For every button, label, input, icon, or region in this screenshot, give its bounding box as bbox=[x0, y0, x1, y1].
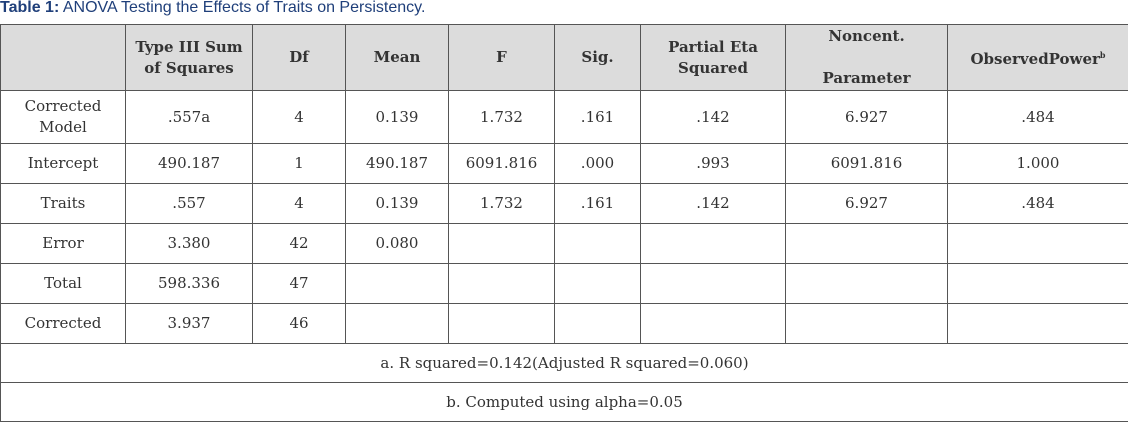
cell-f: 6091.816 bbox=[449, 144, 555, 184]
cell-source: Corrected Model bbox=[1, 91, 126, 144]
cell-source: Error bbox=[1, 224, 126, 264]
cell-observed-power: .484 bbox=[948, 184, 1128, 224]
table-caption: Table 1: ANOVA Testing the Effects of Tr… bbox=[0, 0, 425, 19]
cell-mean: 490.187 bbox=[346, 144, 449, 184]
cell-mean bbox=[346, 304, 449, 344]
cell-sum-of-squares: 598.336 bbox=[126, 264, 253, 304]
cell-sig: .161 bbox=[555, 184, 641, 224]
cell-noncent-parameter bbox=[786, 264, 948, 304]
cell-sig bbox=[555, 304, 641, 344]
cell-observed-power bbox=[948, 224, 1128, 264]
cell-df: 4 bbox=[253, 184, 346, 224]
cell-df: 1 bbox=[253, 144, 346, 184]
cell-df: 46 bbox=[253, 304, 346, 344]
cell-sum-of-squares: 3.380 bbox=[126, 224, 253, 264]
table-row: Total 598.336 47 bbox=[1, 264, 1128, 304]
cell-noncent-parameter bbox=[786, 224, 948, 264]
header-sum-of-squares: Type III Sum of Squares bbox=[126, 25, 253, 91]
header-source bbox=[1, 25, 126, 91]
header-observed-power: ObservedPowerb bbox=[948, 25, 1128, 91]
header-noncent-parameter: Noncent. Parameter bbox=[786, 25, 948, 91]
table-row: Traits .557 4 0.139 1.732 .161 .142 6.92… bbox=[1, 184, 1128, 224]
table-row: Corrected 3.937 46 bbox=[1, 304, 1128, 344]
cell-df: 42 bbox=[253, 224, 346, 264]
footnote-row: a. R squared=0.142(Adjusted R squared=0.… bbox=[1, 344, 1128, 383]
footnote-a: a. R squared=0.142(Adjusted R squared=0.… bbox=[1, 344, 1128, 383]
cell-sig bbox=[555, 224, 641, 264]
cell-f: 1.732 bbox=[449, 184, 555, 224]
cell-sum-of-squares: .557 bbox=[126, 184, 253, 224]
header-sig: Sig. bbox=[555, 25, 641, 91]
table-row: Corrected Model .557a 4 0.139 1.732 .161… bbox=[1, 91, 1128, 144]
cell-noncent-parameter: 6.927 bbox=[786, 184, 948, 224]
cell-partial-eta-squared bbox=[641, 304, 786, 344]
cell-df: 47 bbox=[253, 264, 346, 304]
cell-mean: 0.139 bbox=[346, 91, 449, 144]
cell-observed-power: .484 bbox=[948, 91, 1128, 144]
anova-table: Type III Sum of Squares Df Mean F Sig. P… bbox=[0, 24, 1128, 422]
header-observed-power-label: ObservedPower bbox=[970, 50, 1099, 68]
cell-noncent-parameter: 6091.816 bbox=[786, 144, 948, 184]
cell-source: Corrected bbox=[1, 304, 126, 344]
cell-noncent-parameter bbox=[786, 304, 948, 344]
cell-df: 4 bbox=[253, 91, 346, 144]
cell-observed-power: 1.000 bbox=[948, 144, 1128, 184]
table-caption-text: ANOVA Testing the Effects of Traits on P… bbox=[59, 0, 425, 16]
cell-observed-power bbox=[948, 264, 1128, 304]
cell-mean: 0.080 bbox=[346, 224, 449, 264]
header-row: Type III Sum of Squares Df Mean F Sig. P… bbox=[1, 25, 1128, 91]
header-df: Df bbox=[253, 25, 346, 91]
cell-f bbox=[449, 304, 555, 344]
cell-partial-eta-squared: .142 bbox=[641, 184, 786, 224]
cell-partial-eta-squared bbox=[641, 224, 786, 264]
cell-noncent-parameter: 6.927 bbox=[786, 91, 948, 144]
header-partial-eta-squared: Partial Eta Squared bbox=[641, 25, 786, 91]
header-mean: Mean bbox=[346, 25, 449, 91]
header-observed-power-sup: b bbox=[1100, 50, 1106, 60]
table-row: Intercept 490.187 1 490.187 6091.816 .00… bbox=[1, 144, 1128, 184]
cell-sum-of-squares: 3.937 bbox=[126, 304, 253, 344]
cell-f bbox=[449, 224, 555, 264]
cell-sig: .161 bbox=[555, 91, 641, 144]
cell-observed-power bbox=[948, 304, 1128, 344]
cell-source: Total bbox=[1, 264, 126, 304]
cell-source: Intercept bbox=[1, 144, 126, 184]
cell-sum-of-squares: 490.187 bbox=[126, 144, 253, 184]
cell-source: Traits bbox=[1, 184, 126, 224]
cell-f: 1.732 bbox=[449, 91, 555, 144]
cell-mean: 0.139 bbox=[346, 184, 449, 224]
cell-partial-eta-squared: .142 bbox=[641, 91, 786, 144]
cell-f bbox=[449, 264, 555, 304]
footnote-row: b. Computed using alpha=0.05 bbox=[1, 383, 1128, 422]
footnote-b: b. Computed using alpha=0.05 bbox=[1, 383, 1128, 422]
cell-sig: .000 bbox=[555, 144, 641, 184]
cell-sig bbox=[555, 264, 641, 304]
cell-sum-of-squares: .557a bbox=[126, 91, 253, 144]
cell-partial-eta-squared bbox=[641, 264, 786, 304]
table-row: Error 3.380 42 0.080 bbox=[1, 224, 1128, 264]
cell-partial-eta-squared: .993 bbox=[641, 144, 786, 184]
table-caption-label: Table 1: bbox=[0, 0, 59, 16]
header-f: F bbox=[449, 25, 555, 91]
cell-mean bbox=[346, 264, 449, 304]
